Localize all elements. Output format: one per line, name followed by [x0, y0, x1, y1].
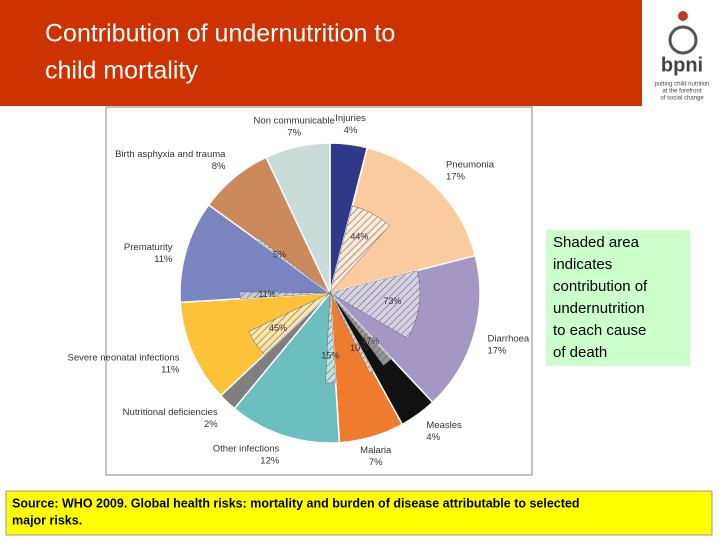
- header-bar: [0, 0, 642, 106]
- pie-slice: [233, 291, 341, 444]
- slice-label: Measles: [426, 420, 462, 431]
- pie-slice: [328, 146, 477, 295]
- note-text: indicates: [553, 256, 612, 273]
- slice-label: Injuries: [335, 113, 366, 124]
- logo-mark: [668, 25, 698, 55]
- note-text: to each cause: [553, 322, 646, 339]
- note-text: Shaded area: [553, 234, 640, 251]
- shaded-label: 5%: [273, 250, 286, 260]
- slice-label: Nutritional deficiencies: [123, 407, 218, 418]
- pie-slice: [179, 203, 333, 304]
- slice-value-label: 4%: [426, 432, 440, 443]
- slice-label: Malaria: [360, 445, 392, 456]
- note-text: undernutrition: [553, 300, 645, 317]
- source-text: major risks.: [12, 513, 82, 527]
- shaded-area: [239, 291, 331, 299]
- slice-value-label: 2%: [204, 419, 218, 430]
- shaded-area: [248, 292, 331, 355]
- shaded-area: [329, 292, 374, 375]
- shaded-label: 47%: [361, 336, 379, 346]
- slice-label: Non communicable: [254, 115, 335, 126]
- slice-value-label: 11%: [161, 365, 180, 376]
- slice-value-label: 7%: [369, 457, 383, 468]
- slice-label: Prematurity: [124, 242, 173, 253]
- slice-label: Pneumonia: [446, 160, 495, 171]
- slice-value-label: 7%: [287, 127, 301, 138]
- shaded-label: 73%: [383, 296, 401, 306]
- slice-value-label: 11%: [154, 254, 173, 265]
- note-box: [546, 230, 690, 366]
- slice-value-label: 17%: [446, 172, 466, 183]
- shaded-label: 15%: [321, 350, 339, 360]
- slice-value-label: 17%: [487, 345, 507, 356]
- note-text: of death: [553, 344, 607, 361]
- slice-label: Diarrhoea: [487, 333, 529, 344]
- shaded-area: [325, 292, 336, 384]
- note-text: contribution of: [553, 278, 648, 295]
- slice-label: Birth asphyxia and trauma: [115, 149, 226, 160]
- logo-tagline: putting child nutrition: [654, 82, 709, 88]
- shaded-label: 11%: [258, 289, 275, 299]
- shaded-area: [329, 270, 421, 339]
- shaded-area: [329, 205, 390, 294]
- slice-value-label: 12%: [260, 455, 280, 466]
- pie-chart: 44%73%47%10%15%45%11%5%Injuries4%Pneumon…: [68, 113, 530, 468]
- slice-label: Severe neonatal infections: [68, 353, 180, 364]
- shaded-area: [329, 292, 392, 366]
- header-title: child mortality: [45, 57, 198, 85]
- slice-label: Other infections: [213, 443, 280, 454]
- source-text: Source: WHO 2009. Global health risks: m…: [12, 496, 580, 510]
- header-title: Contribution of undernutrition to: [45, 20, 395, 48]
- pie-slice: [265, 142, 331, 294]
- logo-dot: [678, 11, 688, 21]
- slice-value-label: 8%: [212, 161, 226, 172]
- shaded-label: 45%: [269, 323, 287, 333]
- source-box: [5, 490, 713, 536]
- shaded-label: 10%: [350, 343, 368, 353]
- logo-tagline: at the forefront: [662, 89, 701, 95]
- logo-tagline: of social change: [660, 96, 704, 102]
- shaded-area: [256, 237, 331, 294]
- slice-value-label: 4%: [344, 125, 358, 136]
- shaded-label: 44%: [350, 232, 368, 242]
- logo-name: bpni: [661, 54, 703, 76]
